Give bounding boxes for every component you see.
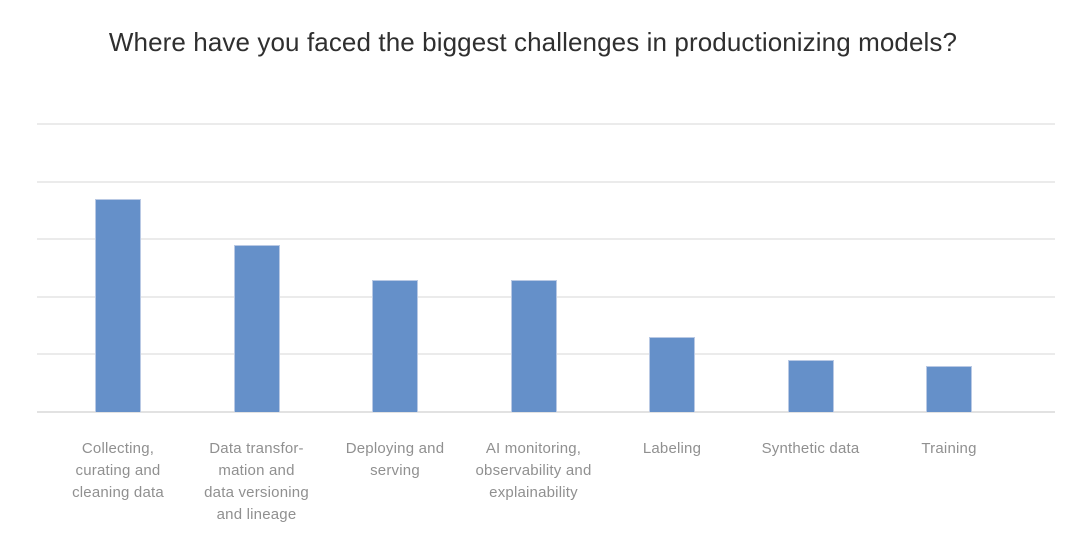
bar-1 xyxy=(95,198,141,412)
bar-2 xyxy=(233,244,280,412)
gridline xyxy=(37,238,1055,241)
x-tick-label-1: Collecting, curating and cleaning data xyxy=(72,440,164,501)
x-tick-label-7: Training xyxy=(921,440,977,457)
plot-area xyxy=(37,123,1055,413)
x-tick-label-4: AI monitoring, observability and explain… xyxy=(475,440,592,501)
x-tick-label-5: Labeling xyxy=(642,440,702,457)
x-tick-label-3: Deploying and serving xyxy=(345,440,445,479)
bar-7 xyxy=(926,365,972,412)
x-axis-labels: Collecting, curating and cleaning data Da… xyxy=(0,438,1080,537)
gridline xyxy=(37,180,1055,183)
gridline xyxy=(37,123,1055,125)
bars xyxy=(37,124,1055,412)
x-axis-line xyxy=(37,411,1055,413)
bar-6 xyxy=(787,360,834,412)
bar-3 xyxy=(372,279,418,412)
chart-title: Where have you faced the biggest challen… xyxy=(108,27,958,57)
x-tick-label-6: Synthetic data xyxy=(761,440,860,457)
bar-4 xyxy=(510,279,557,412)
x-tick-label-2: Data transfor- mation and data versionin… xyxy=(204,440,309,523)
bar-5 xyxy=(649,337,695,412)
